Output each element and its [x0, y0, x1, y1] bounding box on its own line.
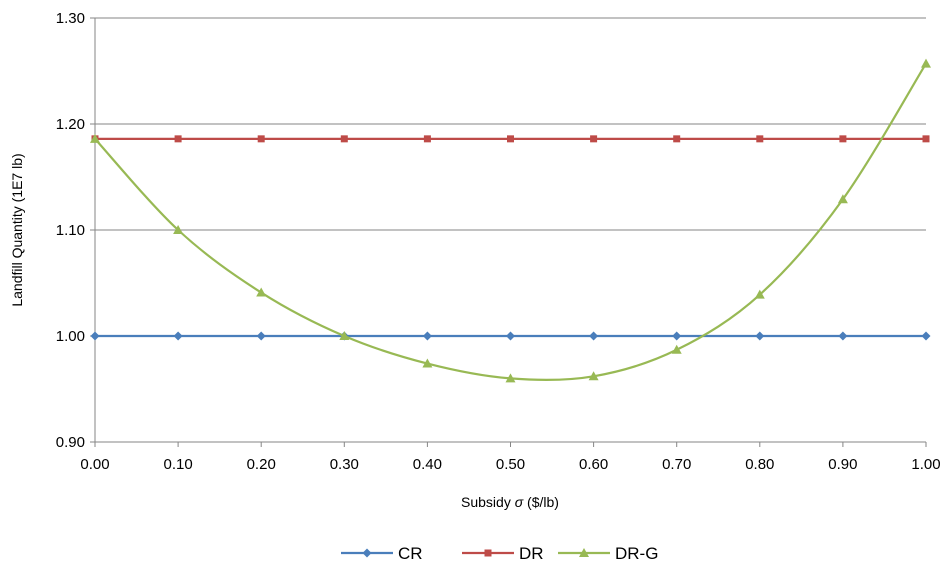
y-tick-label: 0.90 — [56, 434, 85, 451]
y-tick-label: 1.10 — [56, 222, 85, 239]
data-point-dr — [174, 135, 182, 143]
x-tick-label: 0.40 — [413, 456, 442, 473]
data-point-dr-g — [921, 58, 931, 68]
data-point-dr-g — [754, 289, 765, 299]
legend-item-dr-g: DR-G — [558, 544, 658, 563]
data-point-cr — [506, 331, 515, 341]
data-point-dr — [839, 135, 847, 143]
legend-marker-dr — [484, 549, 492, 557]
x-tick-labels: 0.00 0.10 0.20 0.30 0.40 0.50 0.60 0.70 0.80 0.90… — [80, 456, 940, 473]
data-point-dr — [673, 135, 681, 143]
x-tick-label: 0.90 — [828, 456, 857, 473]
x-tick-label: 1.00 — [911, 456, 940, 473]
data-point-cr — [256, 331, 266, 341]
x-tick-label: 0.60 — [579, 456, 608, 473]
data-point-dr-g — [173, 225, 184, 234]
data-point-cr — [755, 331, 765, 341]
legend-item-dr: DR — [462, 544, 544, 563]
x-tick-label: 0.50 — [496, 456, 525, 473]
y-tick-label: 1.30 — [56, 10, 85, 27]
series-dr — [91, 135, 930, 143]
data-point-dr — [590, 135, 598, 143]
data-point-cr — [672, 331, 682, 341]
data-point-dr-g — [422, 358, 433, 368]
x-tick-label: 0.70 — [662, 456, 691, 473]
gridlines — [95, 17, 926, 337]
x-axis-title: Subsidy σ ($/lb) — [461, 494, 559, 510]
x-tick-label: 0.00 — [80, 456, 109, 473]
data-point-dr — [756, 135, 764, 143]
legend-label-dr-g: DR-G — [615, 544, 658, 563]
data-point-cr — [173, 331, 183, 341]
series-dr-g — [90, 58, 931, 383]
data-point-dr-g — [90, 133, 100, 143]
data-point-dr — [340, 135, 348, 143]
data-point-dr-g — [505, 373, 516, 383]
data-point-dr — [257, 135, 265, 143]
legend-marker-dr-g — [579, 548, 589, 557]
legend-label-cr: CR — [398, 544, 423, 563]
data-point-cr — [589, 331, 599, 341]
x-tick-label: 0.20 — [247, 456, 276, 473]
data-point-cr — [90, 331, 100, 341]
series-line-dr-g — [94, 63, 927, 382]
data-point-dr — [507, 135, 514, 143]
data-point-dr — [922, 135, 930, 143]
y-tick-label: 1.00 — [56, 328, 85, 345]
data-point-dr-g — [339, 331, 350, 340]
y-tick-label: 1.20 — [56, 116, 85, 133]
legend-item-cr: CR — [341, 544, 423, 563]
x-tick-label: 0.10 — [163, 456, 192, 473]
data-point-dr-g — [256, 287, 267, 297]
data-point-dr-g — [588, 371, 599, 381]
y-tick-labels: 0.90 1.00 1.10 1.20 1.30 — [56, 10, 85, 451]
legend: CR DR DR-G — [341, 544, 658, 563]
data-point-cr — [921, 331, 931, 341]
axes — [90, 17, 927, 447]
series-cr — [90, 331, 931, 341]
x-tick-label: 0.80 — [745, 456, 774, 473]
legend-marker-cr — [362, 548, 372, 558]
y-axis-title: Landfill Quantity (1E7 lb) — [9, 153, 25, 306]
legend-label-dr: DR — [519, 544, 544, 563]
data-point-dr-g — [671, 344, 682, 354]
series-layer — [90, 58, 931, 383]
data-point-cr — [838, 331, 848, 341]
data-point-cr — [422, 331, 432, 341]
data-point-dr — [423, 135, 431, 143]
x-tick-label: 0.30 — [330, 456, 359, 473]
data-point-dr-g — [837, 194, 848, 204]
